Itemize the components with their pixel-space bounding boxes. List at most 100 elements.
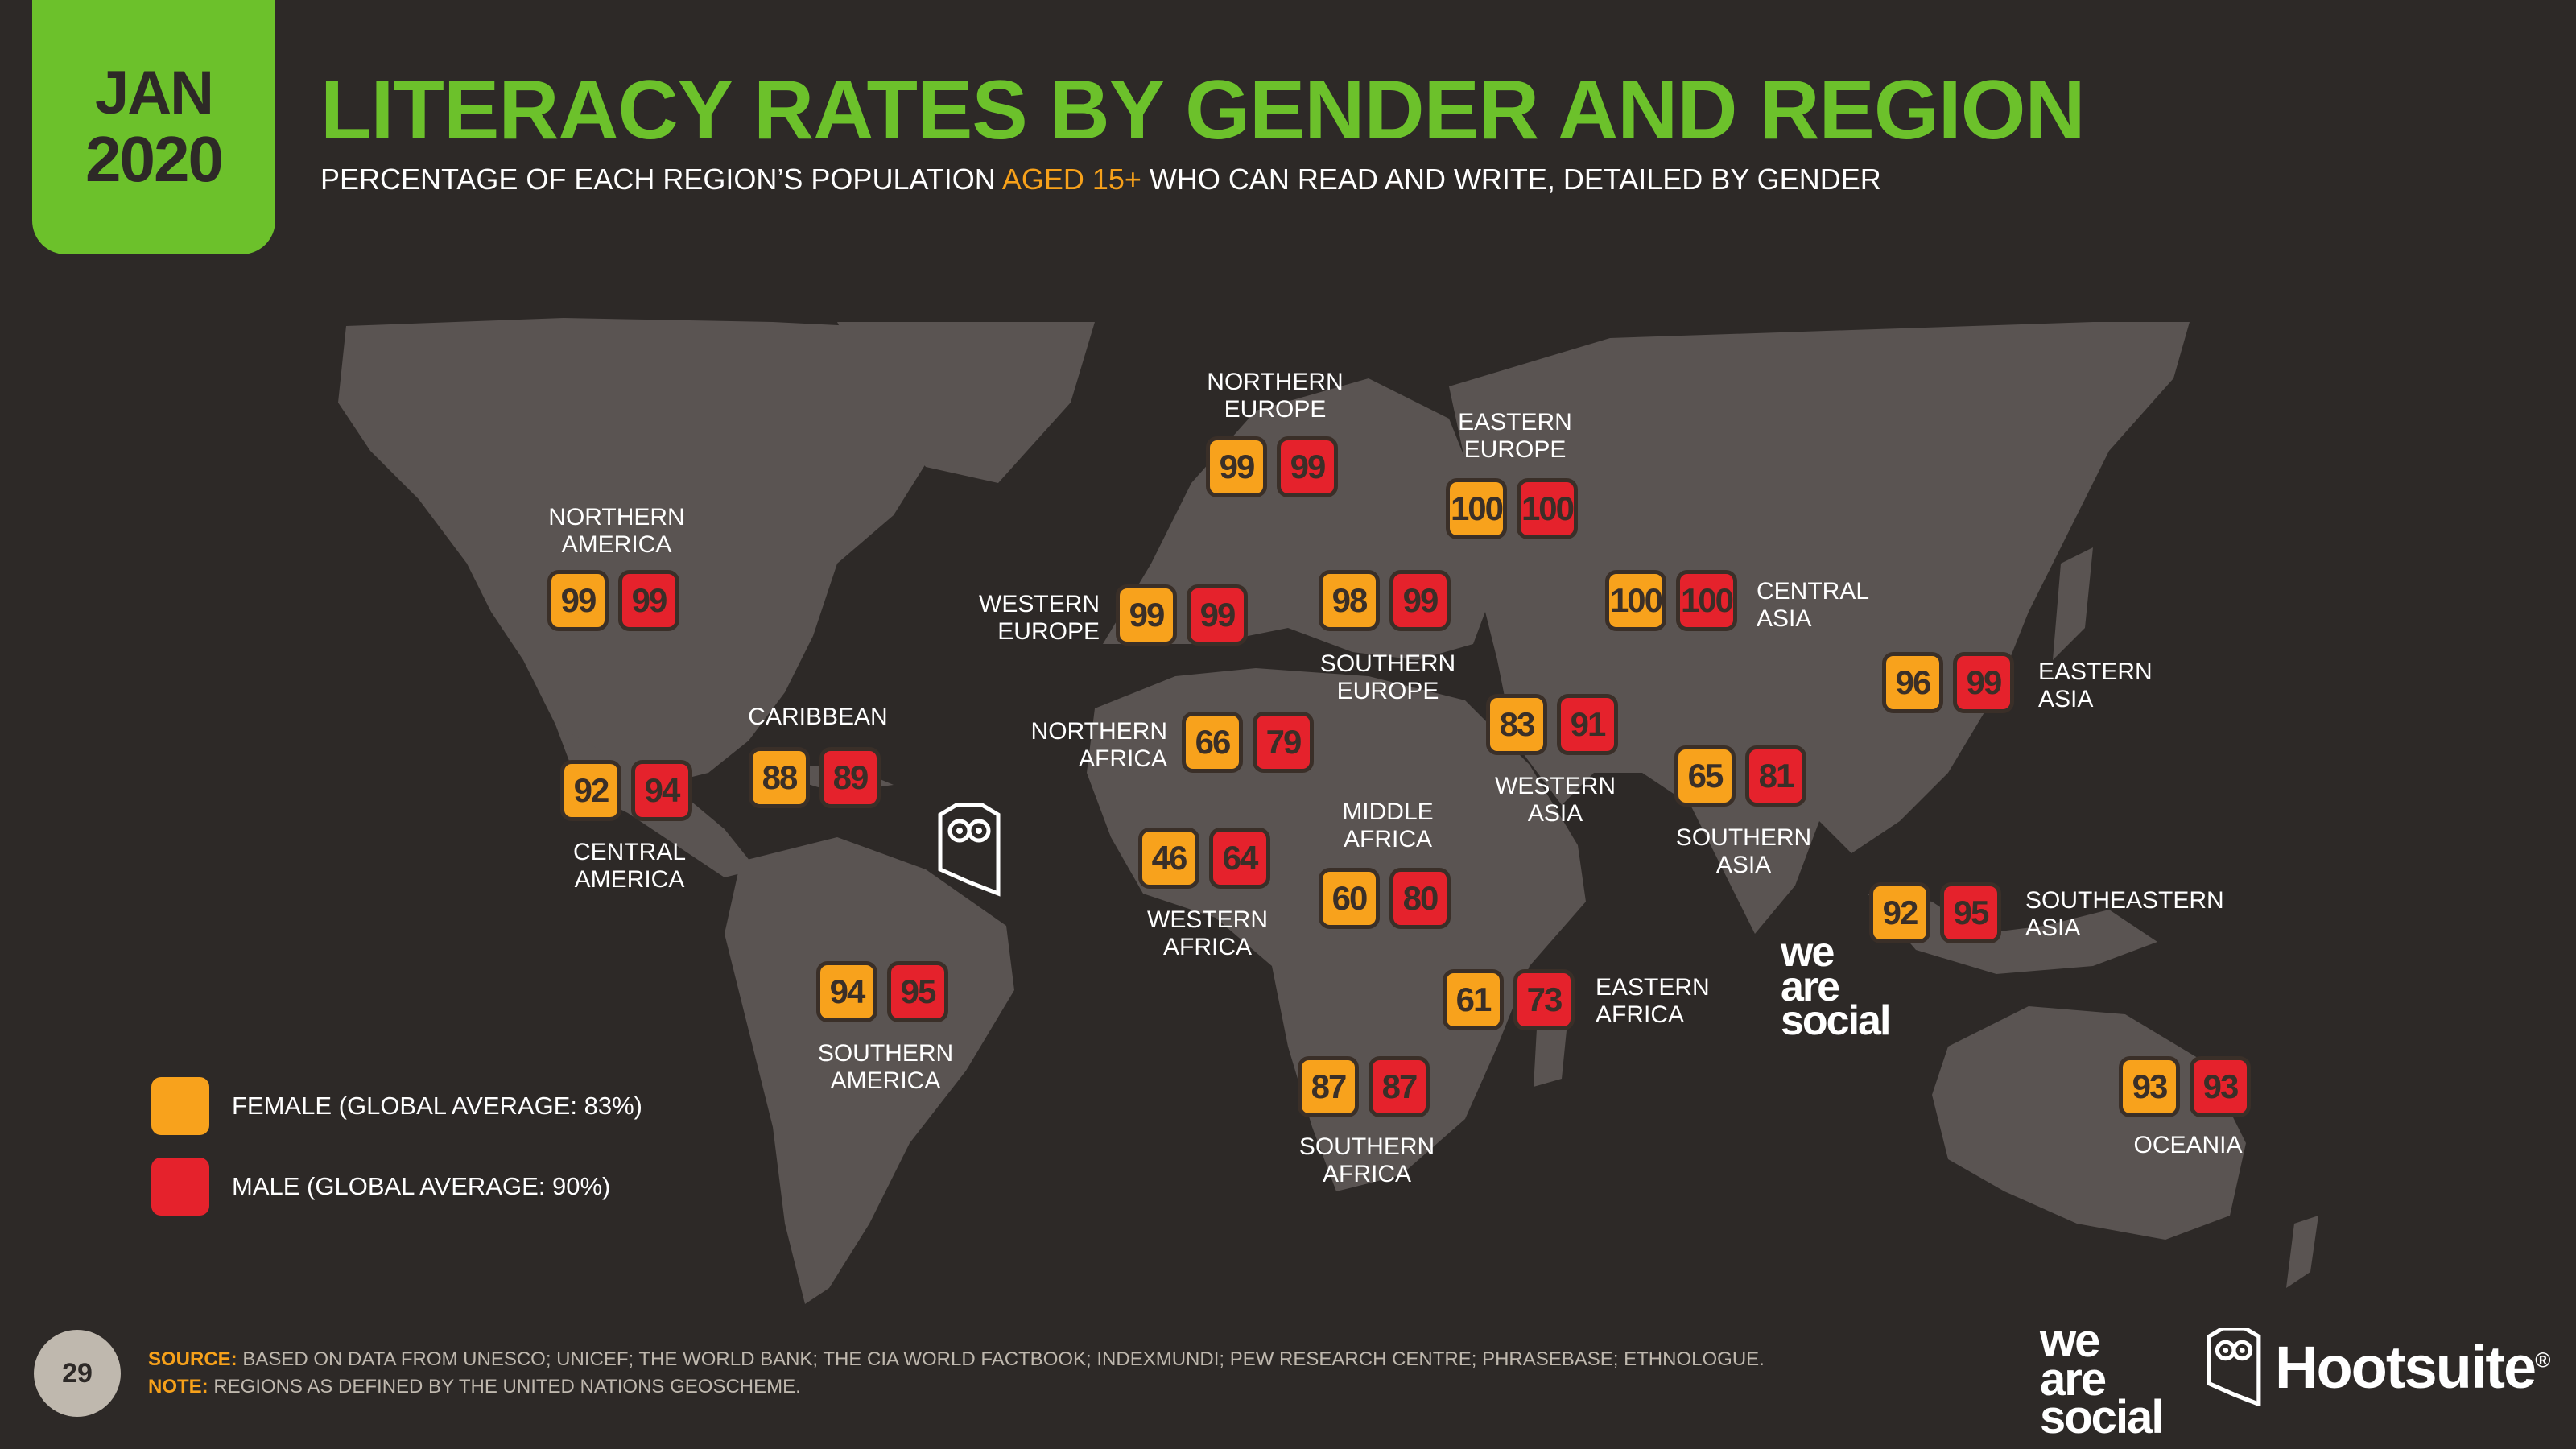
we-are-social-footer-line: are (2040, 1352, 2107, 1406)
male-value-caribbean: 89 (819, 747, 881, 808)
subtitle-highlight: AGED 15+ (1001, 163, 1141, 196)
subtitle-post: WHO CAN READ AND WRITE, DETAILED BY GEND… (1141, 163, 1881, 196)
region-label-middle-africa: MIDDLE AFRICA (1342, 799, 1434, 852)
note-label: NOTE: (148, 1376, 208, 1397)
hootsuite-name: Hootsuite (2275, 1333, 2537, 1401)
we-are-social-footer-line: we (2040, 1315, 2100, 1367)
region-label-western-africa: WESTERN AFRICA (1147, 906, 1268, 960)
source-note: SOURCE: BASED ON DATA FROM UNESCO; UNICE… (148, 1346, 1765, 1401)
region-label-central-america: CENTRAL AMERICA (572, 839, 687, 893)
region-label-southern-africa: SOUTHERN AFRICA (1298, 1133, 1435, 1187)
legend-female: FEMALE (GLOBAL AVERAGE: 83%) (151, 1077, 642, 1135)
male-value-southern-america: 95 (887, 961, 948, 1022)
south-america-landmass (724, 837, 1014, 1304)
region-label-eastern-africa: EASTERN AFRICA (1596, 974, 1710, 1028)
greenland-landmass (837, 322, 1095, 483)
female-value-northern-europe: 99 (1206, 436, 1267, 497)
female-value-eastern-africa: 61 (1443, 969, 1504, 1030)
new-zealand-landmass (2286, 1216, 2318, 1288)
page-number: 29 (34, 1330, 121, 1417)
africa-landmass (1087, 668, 1586, 1191)
male-value-eastern-europe: 100 (1517, 478, 1578, 539)
page-title: LITERACY RATES BY GENDER AND REGION (320, 64, 2086, 157)
male-value-southeastern-asia: 95 (1940, 882, 2001, 943)
female-value-southern-africa: 87 (1298, 1056, 1359, 1117)
region-pair-middle-africa: 60 80 (1319, 868, 1451, 929)
region-pair-northern-america: 99 99 (547, 570, 679, 631)
region-pair-eastern-asia: 96 99 (1882, 652, 2014, 713)
female-value-central-asia: 100 (1605, 570, 1666, 631)
owl-emblem-icon (938, 803, 1001, 897)
we-are-social-footer-logo: we are social (2040, 1315, 2164, 1444)
hootsuite-wordmark: Hootsuite® (2275, 1333, 2550, 1402)
we-are-social-map-line: we (1781, 929, 1835, 976)
registered-mark: ® (2535, 1347, 2550, 1372)
region-pair-western-asia: 83 91 (1486, 694, 1618, 755)
region-label-southern-america: SOUTHERN AMERICA (817, 1040, 954, 1094)
female-value-oceania: 93 (2119, 1056, 2180, 1117)
we-are-social-footer-line: social (2040, 1391, 2164, 1444)
female-value-southern-america: 94 (816, 961, 877, 1022)
legend-female-swatch (151, 1077, 209, 1135)
male-value-southern-africa: 87 (1368, 1056, 1430, 1117)
region-label-northern-america: NORTHERN AMERICA (548, 504, 685, 558)
subtitle-pre: PERCENTAGE OF EACH REGION’S POPULATION (320, 163, 1002, 196)
female-value-northern-africa: 66 (1182, 712, 1243, 773)
female-value-western-africa: 46 (1138, 828, 1199, 889)
source-label: SOURCE: (148, 1348, 237, 1370)
male-value-northern-europe: 99 (1277, 436, 1338, 497)
legend-male-label: MALE (GLOBAL AVERAGE: 90%) (232, 1172, 611, 1200)
male-value-central-america: 94 (631, 760, 692, 821)
region-label-northern-africa: NORTHERN AFRICA (1030, 718, 1167, 772)
region-pair-western-africa: 46 64 (1138, 828, 1270, 889)
region-label-southern-europe: SOUTHERN EUROPE (1319, 650, 1456, 704)
male-value-eastern-africa: 73 (1513, 969, 1575, 1030)
hootsuite-owl-icon (2207, 1328, 2261, 1406)
region-pair-eastern-africa: 61 73 (1443, 969, 1575, 1030)
female-value-central-america: 92 (560, 760, 621, 821)
legend-male-swatch (151, 1158, 209, 1216)
female-value-middle-africa: 60 (1319, 868, 1380, 929)
region-label-southeastern-asia: SOUTHEASTERN ASIA (2025, 887, 2224, 941)
region-label-eastern-europe: EASTERN EUROPE (1458, 409, 1572, 463)
date-month: JAN (94, 59, 214, 128)
source-text: BASED ON DATA FROM UNESCO; UNICEF; THE W… (237, 1348, 1765, 1370)
female-value-western-europe: 99 (1116, 584, 1177, 646)
male-value-western-europe: 99 (1187, 584, 1248, 646)
region-pair-southern-europe: 98 99 (1319, 570, 1451, 631)
region-label-northern-europe: NORTHERN EUROPE (1207, 369, 1344, 423)
female-value-northern-america: 99 (547, 570, 609, 631)
region-pair-western-europe: 99 99 (1116, 584, 1248, 646)
female-value-caribbean: 88 (749, 747, 810, 808)
region-pair-central-america: 92 94 (560, 760, 692, 821)
region-pair-southern-asia: 65 81 (1674, 745, 1806, 807)
region-label-oceania: OCEANIA (2133, 1132, 2243, 1158)
legend-female-label: FEMALE (GLOBAL AVERAGE: 83%) (232, 1092, 642, 1120)
region-label-caribbean: CARIBBEAN (748, 704, 888, 730)
male-value-middle-africa: 80 (1389, 868, 1451, 929)
hootsuite-logo: Hootsuite® (2206, 1328, 2550, 1406)
male-value-southern-asia: 81 (1745, 745, 1806, 807)
male-value-central-asia: 100 (1676, 570, 1737, 631)
male-value-southern-europe: 99 (1389, 570, 1451, 631)
male-value-western-africa: 64 (1209, 828, 1270, 889)
female-value-eastern-asia: 96 (1882, 652, 1943, 713)
we-are-social-map-line: social (1781, 997, 1891, 1045)
region-pair-southern-america: 94 95 (816, 961, 948, 1022)
male-value-northern-america: 99 (618, 570, 679, 631)
region-label-southern-asia: SOUTHERN ASIA (1675, 824, 1812, 878)
region-pair-northern-europe: 99 99 (1206, 436, 1338, 497)
japan-landmass (2053, 547, 2093, 660)
we-are-social-map-line: are (1781, 963, 1840, 1010)
north-america-landmass (338, 318, 958, 805)
region-pair-southern-africa: 87 87 (1298, 1056, 1430, 1117)
region-pair-caribbean: 88 89 (749, 747, 881, 808)
male-value-western-asia: 91 (1557, 694, 1618, 755)
male-value-northern-africa: 79 (1253, 712, 1314, 773)
male-value-oceania: 93 (2190, 1056, 2251, 1117)
date-year: 2020 (85, 122, 224, 195)
female-value-eastern-europe: 100 (1446, 478, 1507, 539)
page-subtitle: PERCENTAGE OF EACH REGION’S POPULATION A… (320, 163, 1881, 196)
female-value-southern-europe: 98 (1319, 570, 1380, 631)
